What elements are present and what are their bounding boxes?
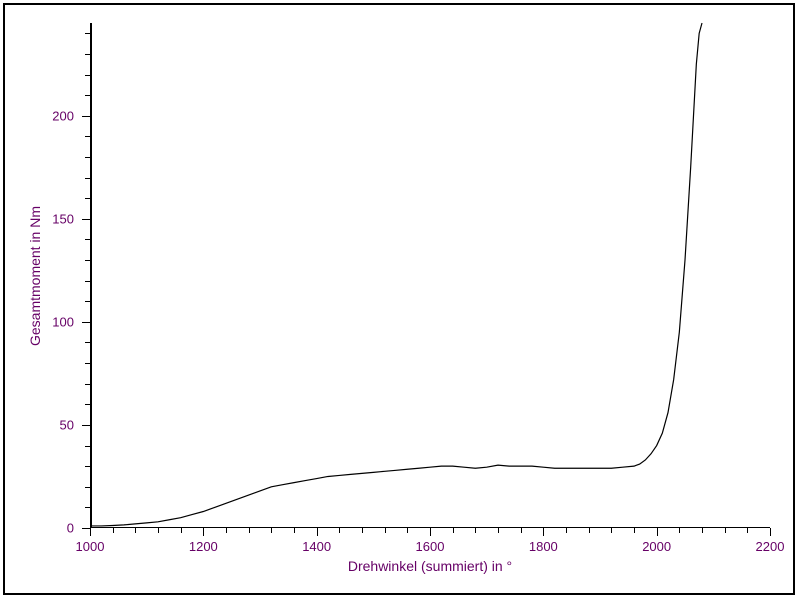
series-line	[90, 23, 702, 526]
x-tick-minor	[747, 528, 748, 533]
x-tick-minor	[181, 528, 182, 533]
x-tick-label: 2200	[756, 539, 785, 554]
x-axis-label: Drehwinkel (summiert) in °	[348, 558, 512, 574]
x-tick-minor	[453, 528, 454, 533]
x-tick-minor	[249, 528, 250, 533]
y-tick-label: 150	[52, 211, 74, 226]
x-tick-major	[203, 528, 204, 536]
x-tick-minor	[271, 528, 272, 533]
x-tick-minor	[589, 528, 590, 533]
x-tick-minor	[498, 528, 499, 533]
y-tick-label: 200	[52, 108, 74, 123]
x-tick-label: 1400	[302, 539, 331, 554]
y-tick-major	[82, 425, 90, 426]
x-tick-minor	[158, 528, 159, 533]
x-tick-minor	[725, 528, 726, 533]
x-tick-label: 2000	[642, 539, 671, 554]
x-tick-label: 1200	[189, 539, 218, 554]
x-tick-minor	[611, 528, 612, 533]
x-tick-label: 1000	[76, 539, 105, 554]
x-tick-minor	[566, 528, 567, 533]
x-tick-major	[317, 528, 318, 536]
x-tick-minor	[634, 528, 635, 533]
y-tick-label: 0	[67, 521, 74, 536]
x-tick-minor	[702, 528, 703, 533]
y-tick-major	[82, 322, 90, 323]
x-tick-minor	[679, 528, 680, 533]
x-tick-major	[770, 528, 771, 536]
outer-frame: 1000 1200 1400 1600 1800 2000 2200 0 50 100 150 200…	[3, 3, 795, 595]
x-tick-minor	[294, 528, 295, 533]
x-tick-label: 1800	[529, 539, 558, 554]
x-tick-minor	[362, 528, 363, 533]
x-tick-major	[90, 528, 91, 536]
y-axis-label: Gesamtmoment in Nm	[27, 205, 43, 345]
x-tick-major	[543, 528, 544, 536]
data-curve	[90, 23, 770, 528]
x-tick-minor	[385, 528, 386, 533]
x-tick-minor	[226, 528, 227, 533]
x-tick-minor	[339, 528, 340, 533]
y-tick-major	[82, 528, 90, 529]
y-tick-label: 50	[60, 417, 74, 432]
x-tick-minor	[475, 528, 476, 533]
x-tick-minor	[113, 528, 114, 533]
x-tick-label: 1600	[416, 539, 445, 554]
y-tick-label: 100	[52, 314, 74, 329]
x-tick-minor	[521, 528, 522, 533]
x-tick-major	[657, 528, 658, 536]
x-tick-major	[430, 528, 431, 536]
y-tick-major	[82, 116, 90, 117]
y-tick-major	[82, 219, 90, 220]
x-tick-minor	[135, 528, 136, 533]
x-tick-minor	[407, 528, 408, 533]
